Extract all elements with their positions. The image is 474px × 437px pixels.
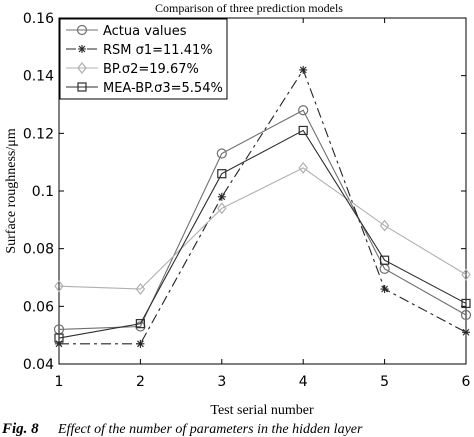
data-point [461,298,471,309]
data-point [136,339,145,348]
chart-title: Comparison of three prediction models [155,1,343,15]
data-point [135,319,145,329]
data-point [380,255,390,265]
legend-label: RSM σ1=11.41% [103,43,213,58]
data-point [380,285,389,294]
data-point [217,202,227,215]
series-1 [53,105,472,335]
data-point [298,125,308,136]
legend-marker [76,24,88,36]
legend-entry: Actua values [66,24,187,39]
y-tick-label: 0.08 [23,242,54,258]
series-line [58,129,467,339]
series-line [59,68,467,345]
y-axis-label: Surface roughness/μm [4,128,19,253]
data-point [54,280,64,293]
data-point [298,161,308,174]
data-point [217,169,227,179]
y-tick-label: 0.14 [23,69,54,85]
series-layer [53,65,472,348]
data-point [54,333,64,343]
legend-box [59,18,228,100]
x-tick-label: 5 [380,374,389,390]
legend-marker [77,82,87,92]
data-point [461,268,471,281]
legend-label: MEA-BP.σ3=5.54% [103,81,223,96]
data-point [135,283,146,295]
data-point [462,328,470,337]
caption-label: Fig. 8 [1,421,39,437]
legend-label: Actua values [103,24,187,39]
legend: Actua values RSM σ1=11.41% BP.σ2=19.67% MEA… [59,18,228,100]
y-tick-label: 0.12 [23,126,54,142]
legend-marker [78,45,86,53]
data-point [217,192,226,201]
series-line [58,167,467,290]
legend-label: BP.σ2=19.67% [103,62,199,77]
x-axis-label: Test serial number [210,403,314,418]
data-point [460,309,472,321]
x-tick-label: 1 [55,374,64,390]
data-point [299,65,308,74]
legend-entry: RSM σ1=11.41% [66,43,213,58]
series-line [58,109,467,330]
x-tick-label: 3 [217,374,226,390]
legend-marker [77,62,87,74]
series-4 [54,125,471,343]
y-axis: 0.04 0.06 0.08 0.1 0.12 0.14 0.16 [23,11,466,373]
x-tick-label: 6 [462,374,471,390]
caption-text: Effect of the number of parameters in th… [57,422,363,437]
data-point [379,219,390,232]
y-tick-label: 0.06 [23,299,54,315]
y-tick-label: 0.1 [32,184,54,200]
series-3 [54,161,471,295]
y-tick-label: 0.04 [23,357,54,373]
legend-entry: BP.σ2=19.67% [66,62,199,77]
x-tick-label: 2 [136,374,145,390]
series-2 [55,65,470,348]
x-axis: 1 2 3 4 5 6 [55,18,471,390]
data-point [55,339,63,348]
x-tick-label: 4 [299,374,308,390]
data-point [216,148,227,159]
data-point [298,105,309,116]
y-tick-label: 0.16 [23,11,54,27]
legend-entry: MEA-BP.σ3=5.54% [66,81,223,96]
